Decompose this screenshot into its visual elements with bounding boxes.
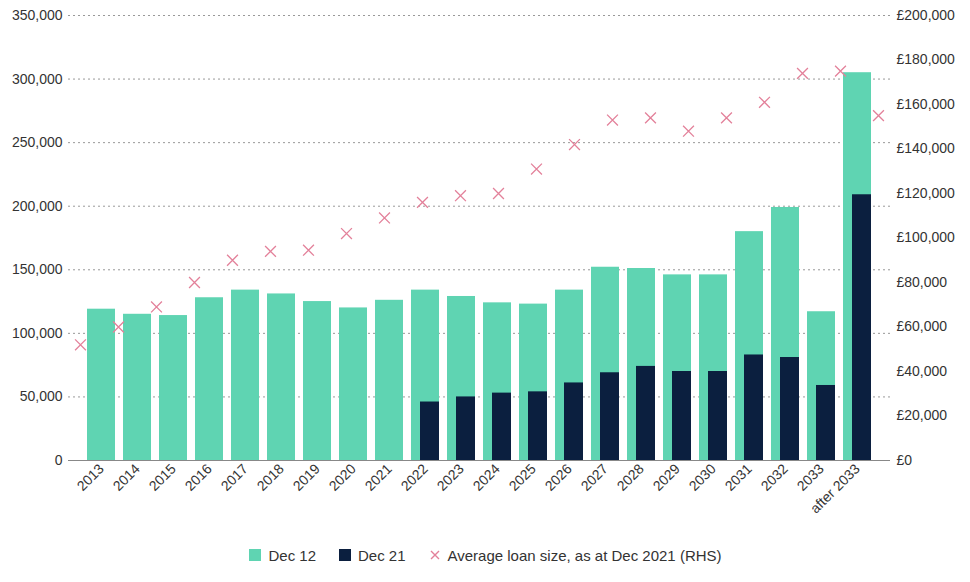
svg-text:2026: 2026 — [541, 460, 574, 493]
svg-text:after 2033: after 2033 — [807, 460, 863, 516]
svg-text:300,000: 300,000 — [12, 71, 63, 87]
svg-text:2028: 2028 — [613, 460, 646, 493]
svg-text:250,000: 250,000 — [12, 134, 63, 150]
svg-text:2016: 2016 — [181, 460, 214, 493]
svg-text:2015: 2015 — [145, 460, 178, 493]
svg-text:£80,000: £80,000 — [897, 274, 948, 290]
svg-text:100,000: 100,000 — [12, 325, 63, 341]
svg-text:150,000: 150,000 — [12, 261, 63, 277]
html-text:Dec 12: Dec 12 — [268, 546, 316, 564]
svg-text:£140,000: £140,000 — [897, 140, 956, 156]
svg-text:2017: 2017 — [217, 460, 250, 493]
svg-text:2022: 2022 — [397, 460, 430, 493]
svg-text:2014: 2014 — [109, 460, 142, 493]
svg-text:2027: 2027 — [577, 460, 610, 493]
svg-text:£180,000: £180,000 — [897, 51, 956, 67]
svg-text:£40,000: £40,000 — [897, 363, 948, 379]
svg-text:50,000: 50,000 — [20, 388, 63, 404]
html-text:Average loan size, as at Dec 2: Average loan size, as at Dec 2021 (RHS) — [447, 546, 722, 564]
svg-text:2032: 2032 — [757, 460, 790, 493]
svg-text:2025: 2025 — [505, 460, 538, 493]
svg-text:2020: 2020 — [325, 460, 358, 493]
svg-text:2031: 2031 — [721, 460, 754, 493]
svg-text:0: 0 — [55, 452, 63, 468]
svg-text:2030: 2030 — [685, 460, 718, 493]
svg-text:200,000: 200,000 — [12, 198, 63, 214]
svg-text:350,000: 350,000 — [12, 7, 63, 23]
svg-text:£20,000: £20,000 — [897, 407, 948, 423]
svg-text:£160,000: £160,000 — [897, 96, 956, 112]
svg-text:£0: £0 — [897, 452, 913, 468]
svg-text:£120,000: £120,000 — [897, 185, 956, 201]
svg-text:£60,000: £60,000 — [897, 318, 948, 334]
html-text:Dec 21: Dec 21 — [358, 546, 406, 564]
svg-text:£200,000: £200,000 — [897, 7, 956, 23]
svg-text:2023: 2023 — [433, 460, 466, 493]
svg-text:2013: 2013 — [73, 460, 106, 493]
svg-text:2029: 2029 — [649, 460, 682, 493]
svg-text:£100,000: £100,000 — [897, 229, 956, 245]
svg-text:2021: 2021 — [361, 460, 394, 493]
svg-text:2018: 2018 — [253, 460, 286, 493]
svg-text:2024: 2024 — [469, 460, 502, 493]
svg-text:2019: 2019 — [289, 460, 322, 493]
